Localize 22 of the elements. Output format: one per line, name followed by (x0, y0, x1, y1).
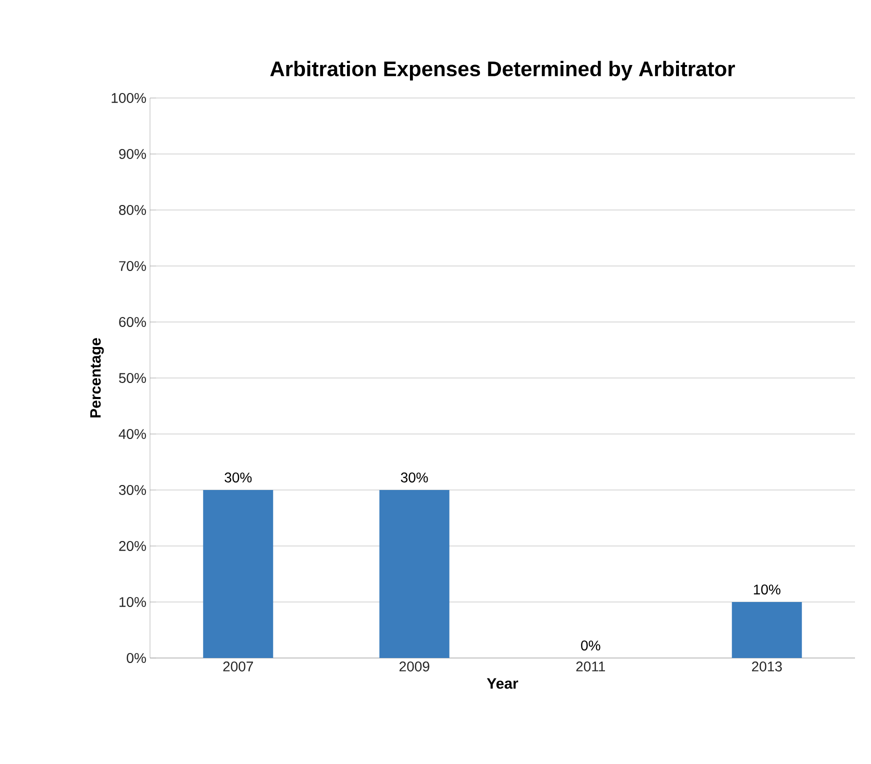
y-tick-label: 50% (119, 373, 146, 383)
y-tick-label: 70% (119, 261, 146, 271)
data-label: 30% (224, 472, 252, 482)
x-tick-label: 2009 (400, 662, 430, 672)
x-tick-label: 2007 (223, 662, 253, 672)
y-tick-label: 90% (119, 149, 146, 159)
x-axis-title: Year (486, 678, 518, 689)
y-tick-label: 20% (119, 541, 146, 551)
y-axis-title: Percentage (90, 338, 104, 418)
y-tick-label: 30% (118, 485, 146, 495)
y-tick-label: 60% (119, 317, 146, 327)
y-tick-label: 0% (126, 653, 146, 663)
y-tick-label: 80% (119, 205, 146, 215)
y-tick-label: 10% (120, 597, 146, 607)
data-label: 0% (581, 640, 600, 650)
data-label: 30% (400, 472, 428, 482)
data-label: 10% (754, 584, 780, 594)
x-tick-label: 2011 (576, 662, 605, 672)
chart-title: Arbitration Expenses Determined by Arbitrator (270, 60, 735, 80)
y-tick-label: 100% (112, 93, 146, 103)
y-tick-label: 40% (118, 429, 146, 439)
x-tick-label: 2013 (752, 662, 782, 672)
